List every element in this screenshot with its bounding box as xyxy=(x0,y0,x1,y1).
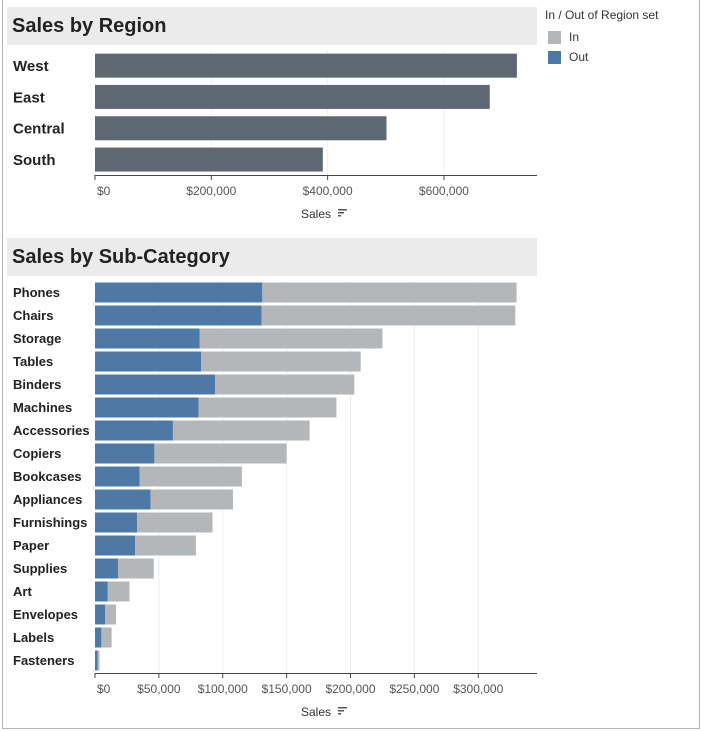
subcategory-bar-storage-out xyxy=(95,328,200,349)
sort-icon-line xyxy=(338,713,341,715)
subcategory-bar-art-in xyxy=(107,581,130,602)
subcategory-label-labels: Labels xyxy=(13,630,54,645)
legend-swatch-out xyxy=(548,50,561,64)
subcategory-bar-labels-out xyxy=(95,627,102,648)
subcategory-tick-label: $0 xyxy=(97,682,111,696)
subcategory-bar-copiers-out xyxy=(95,443,155,464)
region-bar-west xyxy=(95,53,517,78)
subcategory-bar-accessories-in xyxy=(172,420,310,441)
subcategory-label-supplies: Supplies xyxy=(13,561,67,576)
sort-icon-line xyxy=(338,710,344,712)
subcategory-bar-labels-in xyxy=(101,627,112,648)
sort-icon[interactable] xyxy=(338,707,347,715)
subcategory-bar-paper-in xyxy=(135,535,196,556)
sort-icon-line xyxy=(338,215,341,217)
subcategory-label-binders: Binders xyxy=(13,377,61,392)
subcategory-bar-machines-out xyxy=(95,397,199,418)
subcategory-label-tables: Tables xyxy=(13,354,53,369)
subcategory-bar-fasteners-in xyxy=(97,650,100,671)
subcategory-x-axis-title: Sales xyxy=(301,705,331,719)
region-chart-title: Sales by Region xyxy=(7,7,537,45)
legend-label-out: Out xyxy=(569,50,589,64)
region-x-axis-title: Sales xyxy=(301,207,331,221)
region-tick-label: $400,000 xyxy=(303,184,353,198)
subcategory-bar-supplies-out xyxy=(95,558,118,579)
subcategory-tick-label: $150,000 xyxy=(262,682,312,696)
region-bar-east xyxy=(95,84,490,109)
subcategory-bar-tables-in xyxy=(201,351,361,372)
subcategory-bar-furnishings-in xyxy=(137,512,213,533)
subcategory-bar-supplies-in xyxy=(117,558,154,579)
subcategory-bar-bookcases-in xyxy=(139,466,242,487)
subcategory-bar-storage-in xyxy=(199,328,383,349)
subcategory-label-fasteners: Fasteners xyxy=(13,653,74,668)
subcategory-label-art: Art xyxy=(13,584,32,599)
subcategory-bar-envelopes-out xyxy=(95,604,106,625)
subcategory-tick-label: $200,000 xyxy=(325,682,375,696)
subcategory-label-phones: Phones xyxy=(13,285,60,300)
subcategory-bar-furnishings-out xyxy=(95,512,138,533)
subcategory-chart-title: Sales by Sub-Category xyxy=(7,238,537,276)
sort-icon-line xyxy=(338,212,344,214)
legend-swatch-in xyxy=(548,30,561,44)
region-label-central: Central xyxy=(13,121,65,138)
subcategory-bar-art-out xyxy=(95,581,108,602)
subcategory-label-appliances: Appliances xyxy=(13,492,82,507)
subcategory-label-machines: Machines xyxy=(13,400,72,415)
subcategory-tick-label: $50,000 xyxy=(137,682,181,696)
subcategory-label-accessories: Accessories xyxy=(13,423,90,438)
subcategory-bar-binders-out xyxy=(95,374,216,395)
subcategory-bar-fasteners-out xyxy=(95,650,98,671)
subcategory-bar-appliances-in xyxy=(150,489,233,510)
subcategory-label-envelopes: Envelopes xyxy=(13,607,78,622)
legend-item-out[interactable]: Out xyxy=(545,47,658,67)
subcategory-bar-phones-out xyxy=(95,282,263,303)
region-label-south: South xyxy=(13,152,56,169)
subcategory-bar-binders-in xyxy=(215,374,355,395)
legend-title: In / Out of Region set xyxy=(545,8,659,22)
subcategory-label-copiers: Copiers xyxy=(13,446,61,461)
subcategory-bar-phones-in xyxy=(262,282,517,303)
region-label-east: East xyxy=(13,89,45,106)
legend-label-in: In xyxy=(569,30,580,44)
subcategory-label-paper: Paper xyxy=(13,538,49,553)
subcategory-bar-accessories-out xyxy=(95,420,173,441)
region-tick-label: $600,000 xyxy=(419,184,469,198)
subcategory-bar-envelopes-in xyxy=(105,604,117,625)
subcategory-bar-paper-out xyxy=(95,535,136,556)
subcategory-label-bookcases: Bookcases xyxy=(13,469,82,484)
subcategory-tick-label: $300,000 xyxy=(453,682,503,696)
sort-icon-line xyxy=(338,707,347,709)
sort-icon[interactable] xyxy=(338,209,347,217)
region-label-west: West xyxy=(13,58,49,75)
subcategory-bar-appliances-out xyxy=(95,489,151,510)
subcategory-tick-label: $250,000 xyxy=(389,682,439,696)
subcategory-tick-label: $100,000 xyxy=(198,682,248,696)
subcategory-label-storage: Storage xyxy=(13,331,61,346)
subcategory-bar-copiers-in xyxy=(154,443,287,464)
subcategory-bar-bookcases-out xyxy=(95,466,140,487)
subcategory-bar-chairs-out xyxy=(95,305,262,326)
subcategory-label-chairs: Chairs xyxy=(13,308,53,323)
legend: In / Out of Region set In Out xyxy=(545,8,658,67)
sort-icon-line xyxy=(338,209,347,211)
region-tick-label: $0 xyxy=(97,184,111,198)
subcategory-label-furnishings: Furnishings xyxy=(13,515,87,530)
region-bar-central xyxy=(95,116,387,141)
subcategory-bar-machines-in xyxy=(198,397,337,418)
subcategory-bar-tables-out xyxy=(95,351,202,372)
legend-item-in[interactable]: In xyxy=(545,27,658,47)
region-tick-label: $200,000 xyxy=(186,184,236,198)
region-bar-south xyxy=(95,147,323,172)
subcategory-bar-chairs-in xyxy=(261,305,516,326)
